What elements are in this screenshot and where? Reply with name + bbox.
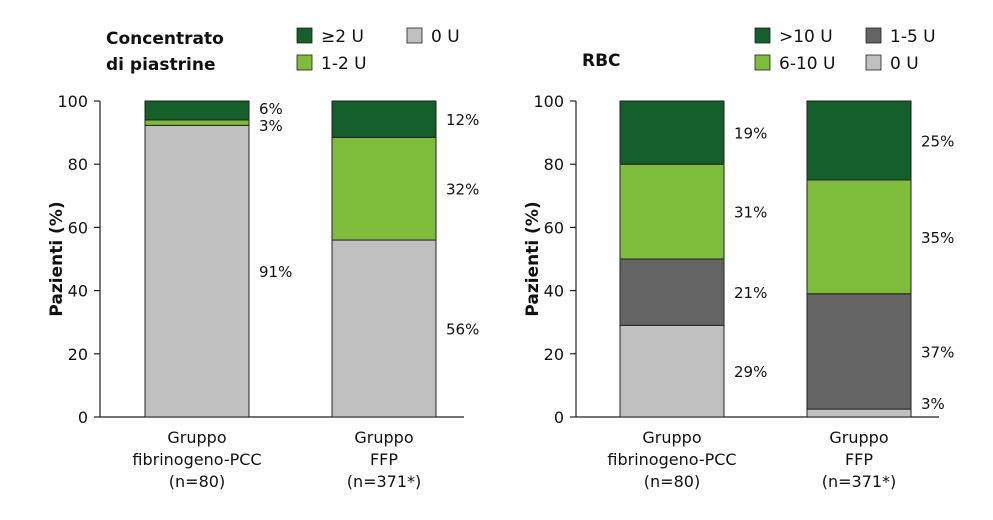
bar-segment — [144, 119, 250, 126]
x-tick-label: Gruppo fibrinogeno-PCC (n=80) — [607, 428, 736, 491]
chart-title: Concentrato di piastrine — [106, 29, 224, 75]
x-tick-label-line: (n=371*) — [822, 472, 897, 491]
data-label: 12% — [446, 111, 479, 129]
data-label: 19% — [734, 125, 767, 143]
bar-segment — [144, 100, 250, 121]
legend-label: ≥2 U — [321, 27, 364, 47]
data-label: 6% — [259, 100, 283, 118]
x-tick-label-line: Gruppo — [354, 428, 413, 447]
legend-label: 1-2 U — [321, 54, 367, 74]
legend-label: >10 U — [779, 27, 833, 47]
x-tick-label-line: Gruppo — [167, 428, 226, 447]
y-axis-label: Pazienti (%) — [523, 201, 543, 316]
x-tick-label-line: Gruppo — [642, 428, 701, 447]
legend-swatch — [754, 27, 771, 44]
y-tick-label: 20 — [68, 345, 88, 364]
legend-swatch — [296, 54, 313, 71]
bar-segment — [619, 324, 725, 418]
bar-segment — [806, 408, 912, 418]
chart-panel-1: Concentrato di piastrine ≥2 U 0 U 1-2 U 0 20 40… — [47, 27, 479, 491]
y-tick-label: 80 — [544, 155, 564, 174]
legend-label: 0 U — [890, 54, 919, 74]
x-tick-label-line: fibrinogeno-PCC — [132, 450, 261, 469]
x-tick-label: Gruppo FFP (n=371*) — [822, 428, 897, 491]
chart-panel-2: RBC >10 U 1-5 U 6-10 U 0 U 0 20 40 60 80 100 Pazien… — [523, 27, 954, 491]
bar-segment — [331, 100, 437, 138]
y-tick-label: 100 — [57, 92, 88, 111]
bar-segment — [144, 124, 250, 418]
data-label: 37% — [921, 343, 954, 361]
bar-segment — [619, 100, 725, 165]
legend-label: 1-5 U — [890, 27, 936, 47]
data-label: 35% — [921, 229, 954, 247]
y-tick-label: 100 — [533, 92, 564, 111]
legend-swatch — [406, 27, 423, 44]
x-tick-label-line: (n=371*) — [347, 472, 422, 491]
x-tick-label: Gruppo FFP (n=371*) — [347, 428, 422, 491]
y-tick-label: 0 — [554, 408, 564, 427]
data-label: 25% — [921, 133, 954, 151]
x-tick-label-line: FFP — [370, 450, 398, 469]
chart-title-line: di piastrine — [106, 55, 215, 75]
data-label: 56% — [446, 321, 479, 339]
y-tick-label: 60 — [68, 218, 88, 237]
bar-segment — [619, 163, 725, 260]
data-label: 29% — [734, 363, 767, 381]
bar-segment — [331, 136, 437, 241]
data-label: 3% — [259, 117, 283, 135]
legend-swatch — [296, 27, 313, 44]
data-label: 32% — [446, 181, 479, 199]
legend-swatch — [865, 27, 882, 44]
data-label: 91% — [259, 263, 292, 281]
legend-swatch — [754, 54, 771, 71]
legend-swatch — [865, 54, 882, 71]
y-tick-label: 80 — [68, 155, 88, 174]
data-label: 21% — [734, 284, 767, 302]
bar-segment — [806, 100, 912, 181]
x-tick-label-line: (n=80) — [644, 472, 700, 491]
y-tick-label: 20 — [544, 345, 564, 364]
x-tick-label-line: (n=80) — [169, 472, 225, 491]
x-tick-label-line: fibrinogeno-PCC — [607, 450, 736, 469]
bar-segment — [331, 239, 437, 418]
legend-label: 0 U — [431, 27, 460, 47]
bar-segment — [806, 179, 912, 295]
y-tick-label: 60 — [544, 218, 564, 237]
chart-title-line: RBC — [582, 51, 621, 71]
x-tick-label: Gruppo fibrinogeno-PCC (n=80) — [132, 428, 261, 491]
legend-label: 6-10 U — [779, 54, 835, 74]
bar-segment — [619, 258, 725, 326]
y-tick-label: 0 — [78, 408, 88, 427]
bar-segment — [806, 293, 912, 410]
x-tick-label-line: FFP — [845, 450, 873, 469]
data-label: 31% — [734, 204, 767, 222]
x-tick-label-line: Gruppo — [829, 428, 888, 447]
chart-title-line: Concentrato — [106, 29, 224, 49]
y-tick-label: 40 — [68, 282, 88, 301]
chart-title: RBC — [582, 51, 621, 71]
y-tick-label: 40 — [544, 282, 564, 301]
y-axis-label: Pazienti (%) — [47, 201, 67, 316]
data-label: 3% — [921, 395, 945, 413]
